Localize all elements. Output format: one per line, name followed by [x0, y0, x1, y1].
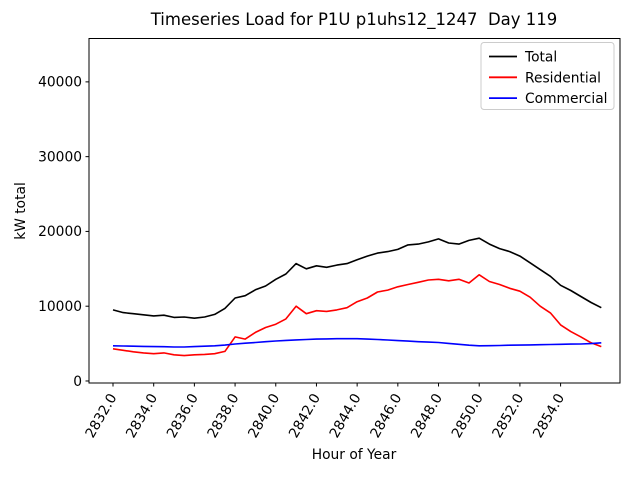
y-axis-label: kW total [13, 182, 29, 240]
x-tick-label: 2854.0 [530, 391, 568, 441]
x-tick-label: 2844.0 [327, 391, 365, 441]
axes-spines [88, 38, 621, 384]
chart-title: Timeseries Load for P1U p1uhs12_1247 Day… [150, 10, 558, 30]
x-tick-label: 2832.0 [82, 391, 120, 441]
legend: Total Residential Commercial [480, 42, 615, 110]
legend-box [480, 42, 615, 110]
y-tick-label: 0 [73, 374, 82, 390]
legend-label-commercial: Commercial [525, 91, 608, 107]
y-axis-ticks: 0 10000 20000 30000 40000 [38, 75, 89, 390]
x-tick-label: 2836.0 [164, 391, 202, 441]
x-tick-label: 2840.0 [245, 391, 283, 441]
x-tick-label: 2846.0 [367, 391, 405, 441]
legend-label-total: Total [524, 50, 557, 66]
y-tick-label: 20000 [38, 224, 82, 240]
series-line-residential [112, 273, 602, 357]
x-axis-ticks: 2832.0 2834.0 2836.0 2838.0 2840.0 2842.0 2844… [82, 383, 568, 441]
series-line-commercial [112, 337, 602, 348]
x-axis-label: Hour of Year [312, 447, 397, 463]
x-tick-label: 2838.0 [205, 391, 243, 441]
legend-label-residential: Residential [525, 70, 601, 86]
x-tick-label: 2850.0 [449, 391, 487, 441]
series-line-total [112, 237, 602, 320]
y-tick-label: 40000 [38, 75, 82, 91]
y-tick-label: 30000 [38, 149, 82, 165]
y-tick-label: 10000 [38, 299, 82, 315]
x-tick-label: 2848.0 [408, 391, 446, 441]
x-tick-label: 2834.0 [123, 391, 161, 441]
x-tick-label: 2852.0 [489, 391, 527, 441]
series-lines [112, 237, 602, 357]
x-tick-label: 2842.0 [286, 391, 324, 441]
